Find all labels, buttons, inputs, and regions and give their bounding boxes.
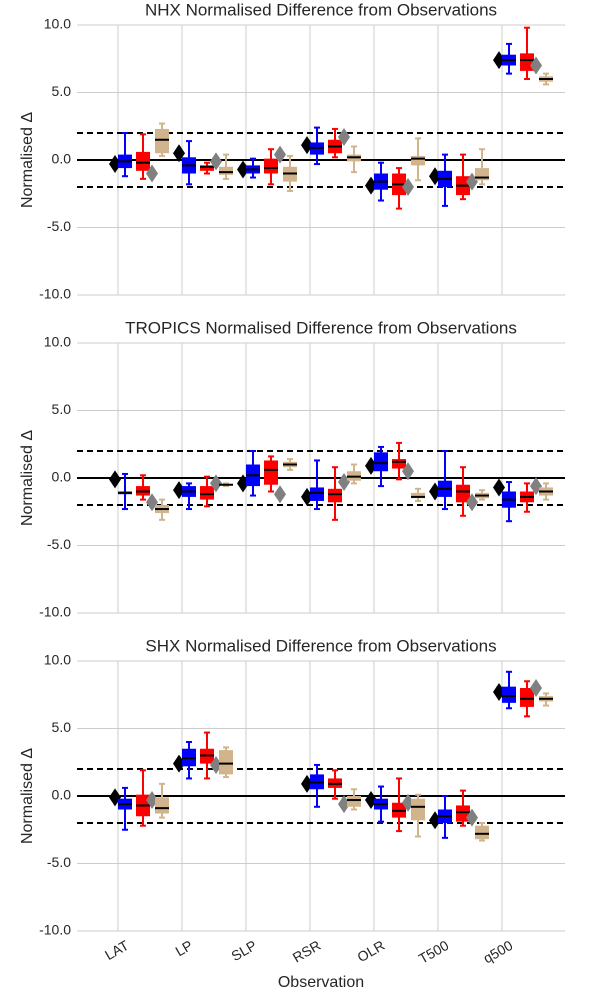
y-tick-label: -10.0: [39, 286, 71, 302]
box: [411, 492, 425, 499]
box: [411, 798, 425, 821]
box: [264, 158, 278, 174]
y-tick-label: -5.0: [47, 854, 71, 870]
diamond-marker: [146, 164, 158, 183]
diamond-marker: [274, 145, 286, 164]
box: [392, 459, 406, 469]
diamond-marker: [274, 485, 286, 504]
diamond-marker: [402, 462, 414, 481]
y-tick-label: -5.0: [47, 536, 71, 552]
chart-title: TROPICS Normalised Difference from Obser…: [125, 318, 517, 337]
x-tick-label: RSR: [290, 937, 324, 966]
box: [456, 484, 470, 503]
x-tick-label: OLR: [354, 937, 387, 965]
x-axis-label: Observation: [278, 974, 364, 991]
x-tick-label: LP: [173, 937, 196, 959]
y-axis-label: Normalised Δ: [19, 112, 36, 208]
box: [219, 166, 233, 175]
y-tick-label: 5.0: [52, 83, 72, 99]
diamond-marker: [237, 160, 249, 179]
y-tick-label: -5.0: [47, 218, 71, 234]
box: [328, 488, 342, 503]
box: [475, 825, 489, 840]
y-tick-label: 0.0: [52, 787, 72, 803]
box: [264, 460, 278, 485]
diamond-marker: [210, 474, 222, 493]
x-tick-label: SLP: [228, 937, 259, 964]
box: [374, 452, 388, 472]
chart-title: NHX Normalised Difference from Observati…: [145, 0, 497, 19]
y-tick-label: 0.0: [52, 151, 72, 167]
box: [310, 487, 324, 501]
diamond-marker: [338, 128, 350, 147]
box: [520, 688, 534, 707]
diamond-marker: [210, 152, 222, 171]
box: [200, 165, 214, 171]
y-tick-label: -10.0: [39, 922, 71, 938]
y-tick-label: 5.0: [52, 719, 72, 735]
box: [200, 486, 214, 500]
y-tick-label: 10.0: [44, 334, 71, 350]
chart-title: SHX Normalised Difference from Observati…: [145, 636, 496, 655]
box: [520, 53, 534, 71]
x-tick-label: LAT: [102, 937, 132, 963]
y-axis-label: Normalised Δ: [19, 748, 36, 844]
box: [502, 686, 516, 703]
y-tick-label: -10.0: [39, 604, 71, 620]
box: [155, 797, 169, 814]
y-tick-label: 10.0: [44, 16, 71, 32]
y-tick-label: 10.0: [44, 652, 71, 668]
x-tick-label: q500: [480, 937, 515, 967]
x-tick-label: T500: [416, 937, 452, 967]
diamond-marker: [402, 178, 414, 196]
box: [219, 750, 233, 775]
box: [411, 155, 425, 166]
box: [155, 128, 169, 154]
diamond-marker: [466, 808, 478, 827]
y-tick-label: 0.0: [52, 469, 72, 485]
diamond-marker: [109, 470, 121, 489]
box: [347, 796, 361, 807]
y-axis-label: Normalised Δ: [19, 430, 36, 526]
box: [136, 151, 150, 171]
diamond-marker: [530, 56, 542, 75]
y-tick-label: 5.0: [52, 401, 72, 417]
diamond-marker: [530, 679, 542, 697]
